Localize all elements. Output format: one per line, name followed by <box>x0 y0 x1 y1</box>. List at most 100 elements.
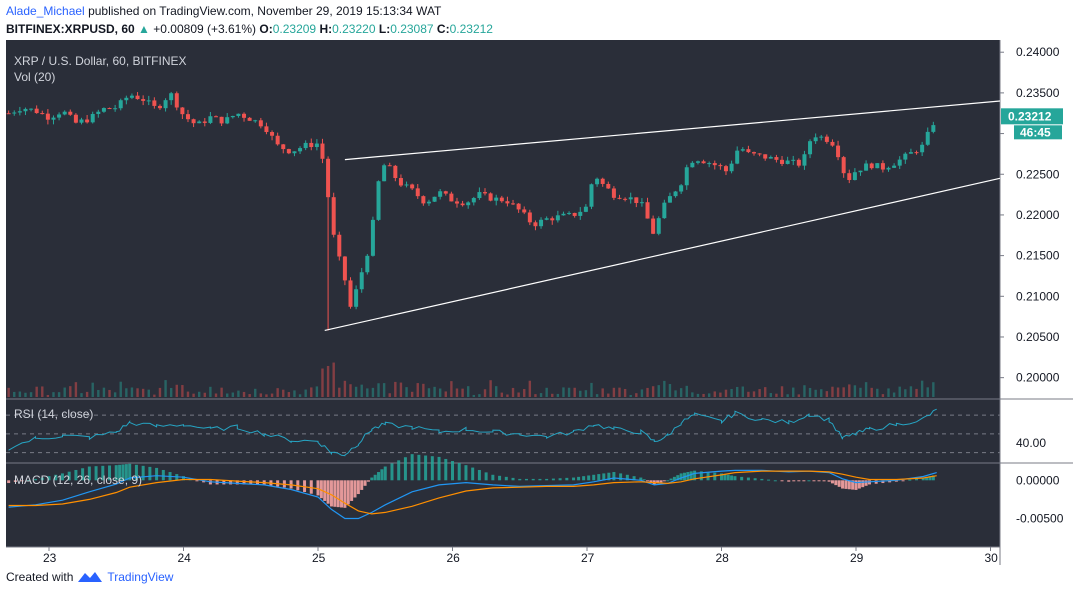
candle-body <box>258 120 263 127</box>
countdown-tag <box>1014 125 1062 140</box>
macd-histogram-bar <box>812 480 816 482</box>
publish-info: Alade_Michael published on TradingView.c… <box>6 4 441 18</box>
candle-body <box>275 135 280 145</box>
candle-body <box>595 178 600 185</box>
macd-histogram-bar <box>118 464 122 481</box>
candle-body <box>331 197 336 235</box>
macd-histogram-bar <box>619 473 623 481</box>
volume-bar <box>310 387 313 397</box>
volume-bar <box>500 392 504 397</box>
candle-body <box>695 161 700 163</box>
volume-bar <box>466 386 470 397</box>
time-tick-label: 27 <box>581 551 595 565</box>
macd-histogram-bar <box>333 480 337 507</box>
candle-body <box>606 183 611 189</box>
volume-bar <box>764 387 767 397</box>
macd-histogram-bar <box>309 480 313 494</box>
macd-histogram-bar <box>787 480 791 482</box>
candle-body <box>6 113 11 115</box>
price-tick-label: 0.20000 <box>1016 371 1060 385</box>
volume-bar <box>696 393 700 397</box>
candle-body <box>45 113 50 120</box>
volume-bar <box>898 386 901 397</box>
candle-body <box>471 198 476 203</box>
candle-body <box>600 178 605 184</box>
macd-histogram-bar <box>558 478 562 481</box>
macd-histogram-bar <box>669 478 673 481</box>
candle-body <box>118 100 123 109</box>
macd-histogram-bar <box>672 476 676 481</box>
low-label: L: <box>378 22 391 36</box>
candle-body <box>253 120 258 122</box>
volume-bar <box>209 386 212 397</box>
candle-body <box>920 144 925 153</box>
volume-bar <box>220 387 223 397</box>
macd-histogram-bar <box>740 476 744 481</box>
macd-histogram-bar <box>303 480 307 492</box>
volume-bar <box>321 368 324 397</box>
candle-body <box>281 144 286 150</box>
candle-body <box>404 184 409 186</box>
candle-body <box>550 218 555 221</box>
macd-histogram-bar <box>161 469 165 481</box>
candle-body <box>712 163 717 166</box>
macd-histogram-bar <box>834 480 838 486</box>
candle-body <box>157 105 162 109</box>
macd-histogram-bar <box>931 475 935 481</box>
time-tick-label: 30 <box>985 551 999 565</box>
volume-bar <box>13 391 16 397</box>
volume-bar <box>24 392 27 397</box>
macd-histogram-bar <box>101 465 105 481</box>
candle-body <box>354 289 359 307</box>
candle-body <box>785 160 790 164</box>
macd-histogram-bar <box>235 480 239 485</box>
volume-bar <box>108 389 111 397</box>
candle-body <box>718 165 723 167</box>
macd-histogram-bar <box>582 476 586 481</box>
volume-bar <box>158 387 162 397</box>
volume-bar <box>52 392 55 397</box>
candle-body <box>163 100 168 109</box>
volume-bar <box>758 389 761 397</box>
macd-histogram-bar <box>34 478 38 481</box>
candle-body <box>757 153 762 155</box>
candle-body <box>359 272 364 290</box>
author-link[interactable]: Alade_Michael <box>6 4 85 18</box>
macd-histogram-bar <box>94 466 98 481</box>
macd-tick-label: 0.00000 <box>1016 473 1060 487</box>
volume-bar <box>892 392 896 397</box>
macd-histogram-bar <box>451 461 454 481</box>
candle-body <box>426 201 431 204</box>
price-tick-label: 0.20500 <box>1016 330 1060 344</box>
tradingview-brand-link[interactable]: TradingView <box>107 570 174 584</box>
macd-histogram-bar <box>343 480 347 508</box>
price-chart[interactable]: 0.240000.235000.230000.225000.220000.215… <box>0 40 1073 565</box>
footer: Created with TradingView <box>6 570 173 584</box>
macd-histogram-bar <box>350 480 354 501</box>
volume-bar <box>259 393 263 397</box>
candle-body <box>17 111 22 113</box>
volume-bar <box>371 387 375 397</box>
candle-body <box>466 202 471 206</box>
volume-bar <box>315 386 319 397</box>
candle-body <box>214 116 219 118</box>
volume-bar <box>573 387 576 397</box>
rsi-tick-label: 40.00 <box>1016 436 1046 450</box>
candle-body <box>90 113 95 123</box>
macd-histogram-bar <box>861 480 865 488</box>
volume-bar <box>57 392 61 397</box>
volume-bar <box>97 389 100 397</box>
volume-bar <box>915 388 918 397</box>
candle-body <box>247 117 252 121</box>
macd-histogram-bar <box>410 454 414 481</box>
volume-bar <box>169 387 173 397</box>
macd-histogram-bar <box>60 473 64 481</box>
volume-bar <box>595 394 599 397</box>
candle-body <box>561 213 566 216</box>
candle-body <box>185 114 190 120</box>
macd-histogram-bar <box>901 480 905 482</box>
volume-bar <box>41 386 44 397</box>
volume-bar <box>270 393 274 397</box>
volume-bar <box>909 386 913 397</box>
volume-bar <box>181 385 184 397</box>
